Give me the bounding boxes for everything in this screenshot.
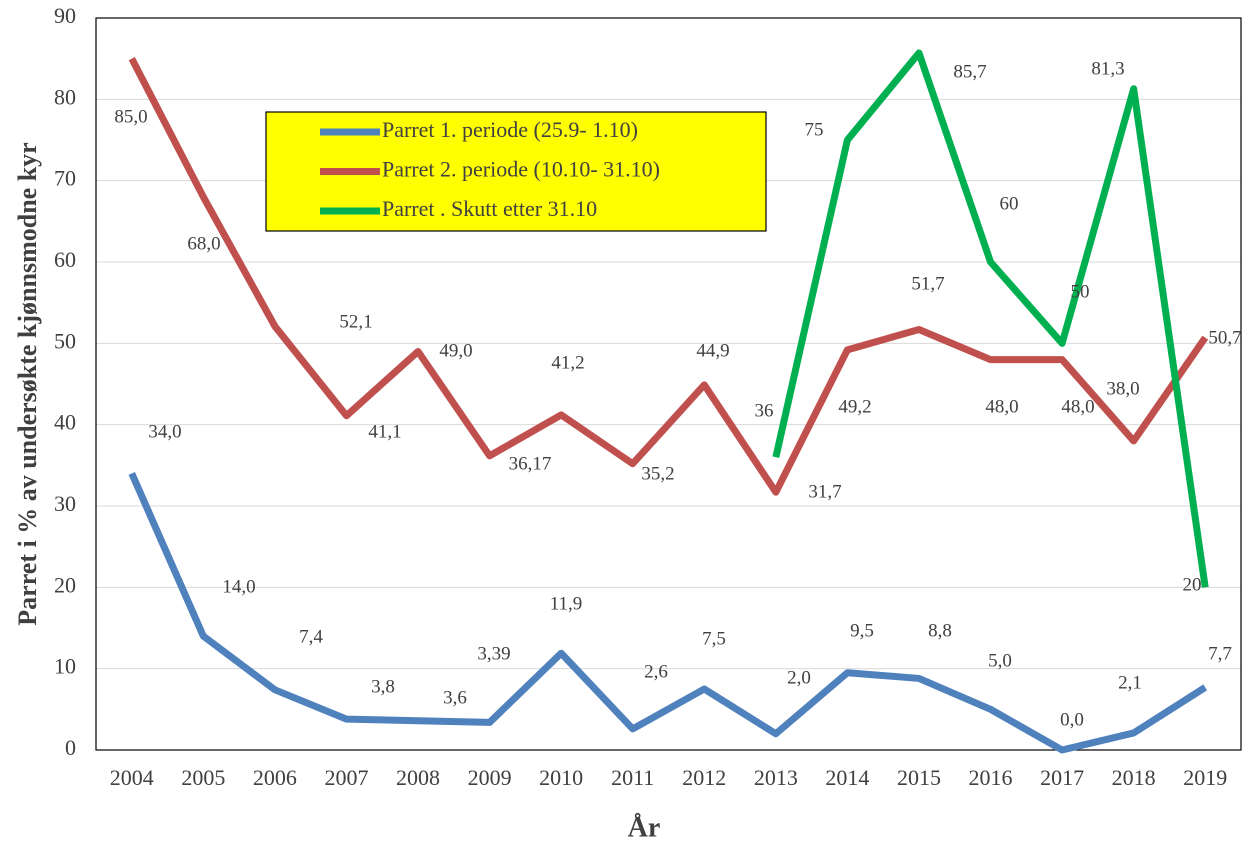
- data-label: 85,7: [953, 61, 986, 82]
- data-label: 34,0: [148, 421, 181, 442]
- data-label: 20: [1183, 574, 1202, 595]
- data-label: 36,17: [509, 453, 552, 474]
- series-line: [128, 472, 1208, 754]
- y-tick-label: 0: [65, 735, 76, 760]
- y-axis-title: Parret i % av undersøkte kjønnsmodne kyr: [13, 142, 42, 625]
- data-label: 8,8: [928, 620, 952, 641]
- data-label: 68,0: [187, 233, 220, 254]
- x-tick-label: 2018: [1112, 765, 1156, 790]
- data-label: 50,7: [1208, 327, 1241, 348]
- x-tick-label: 2007: [324, 765, 368, 790]
- data-label: 38,0: [1106, 378, 1139, 399]
- legend-label: Parret 1. periode (25.9- 1.10): [382, 117, 638, 142]
- data-label: 44,9: [696, 340, 729, 361]
- y-tick-label: 30: [54, 491, 76, 516]
- data-label: 75: [805, 119, 824, 140]
- y-tick-label: 10: [54, 654, 76, 679]
- data-label: 48,0: [1061, 396, 1094, 417]
- data-label: 50: [1071, 281, 1090, 302]
- data-label: 36: [755, 400, 774, 421]
- y-tick-label: 20: [54, 572, 76, 597]
- data-label: 7,7: [1208, 643, 1232, 664]
- x-axis-title: År: [628, 812, 661, 843]
- data-label: 48,0: [985, 396, 1018, 417]
- data-label: 31,7: [808, 481, 841, 502]
- data-label: 9,5: [850, 620, 874, 641]
- data-label: 7,4: [299, 626, 323, 647]
- x-tick-label: 2016: [969, 765, 1013, 790]
- data-label: 5,0: [988, 650, 1012, 671]
- x-tick-label: 2013: [754, 765, 798, 790]
- data-label: 41,2: [551, 352, 584, 373]
- data-label: 35,2: [641, 463, 674, 484]
- data-label: 3,39: [477, 643, 510, 664]
- data-label: 7,5: [702, 628, 726, 649]
- data-label: 52,1: [339, 311, 372, 332]
- x-tick-label: 2008: [396, 765, 440, 790]
- series-line: [772, 49, 1209, 588]
- x-tick-label: 2006: [253, 765, 297, 790]
- legend-label: Parret . Skutt etter 31.10: [382, 196, 597, 221]
- x-tick-label: 2019: [1183, 765, 1227, 790]
- data-label: 3,8: [371, 676, 395, 697]
- x-tick-label: 2014: [825, 765, 869, 790]
- data-label: 41,1: [368, 421, 401, 442]
- y-tick-label: 50: [54, 328, 76, 353]
- x-tick-label: 2012: [682, 765, 726, 790]
- legend-label: Parret 2. periode (10.10- 31.10): [382, 157, 660, 182]
- y-tick-label: 90: [54, 3, 76, 28]
- data-label: 85,0: [114, 106, 147, 127]
- x-tick-label: 2011: [611, 765, 654, 790]
- x-tick-label: 2017: [1040, 765, 1084, 790]
- data-label: 3,6: [443, 687, 467, 708]
- data-label: 11,9: [550, 593, 583, 614]
- series-line: [128, 57, 1209, 496]
- legend: Parret 1. periode (25.9- 1.10) Parret 2. …: [265, 111, 767, 232]
- x-tick-label: 2005: [181, 765, 225, 790]
- data-label: 14,0: [222, 576, 255, 597]
- y-tick-label: 80: [54, 84, 76, 109]
- y-tick-label: 70: [54, 166, 76, 191]
- x-tick-label: 2004: [110, 765, 154, 790]
- y-tick-label: 60: [54, 247, 76, 272]
- x-tick-label: 2009: [468, 765, 512, 790]
- x-tick-label: 2010: [539, 765, 583, 790]
- data-label: 51,7: [911, 273, 944, 294]
- data-label: 0,0: [1060, 709, 1084, 730]
- data-label: 2,0: [787, 667, 811, 688]
- x-tick-label: 2015: [897, 765, 941, 790]
- data-label: 2,6: [644, 661, 668, 682]
- y-tick-label: 40: [54, 410, 76, 435]
- data-label: 2,1: [1118, 672, 1142, 693]
- plot-border: [95, 17, 1242, 751]
- data-label: 49,2: [838, 396, 871, 417]
- data-label: 81,3: [1091, 58, 1124, 79]
- data-label: 49,0: [439, 340, 472, 361]
- data-label: 60: [1000, 193, 1019, 214]
